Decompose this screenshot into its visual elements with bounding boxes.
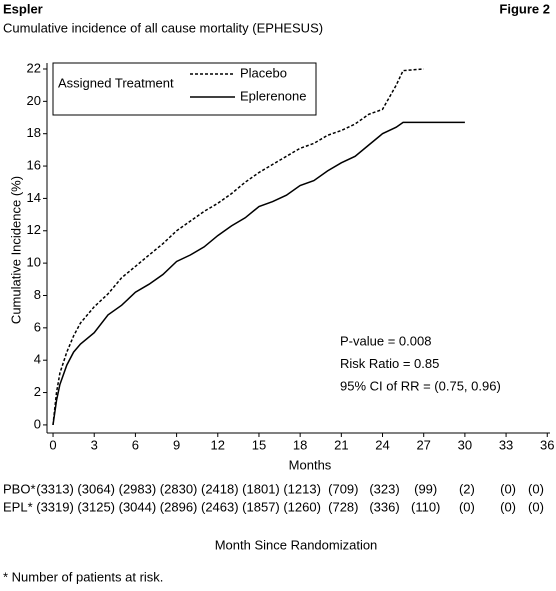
y-tick-label: 6 [34, 319, 41, 334]
x-tick-label: 15 [252, 437, 266, 452]
risk-cell: (2830) [160, 481, 198, 496]
risk-cell: (3319) [36, 499, 74, 514]
chart-title: Cumulative incidence of all cause mortal… [3, 20, 323, 35]
risk-row-label: EPL* [3, 499, 33, 514]
x-tick-label: 3 [91, 437, 98, 452]
risk-cell: (2463) [201, 499, 239, 514]
annotation: Risk Ratio = 0.85 [340, 356, 439, 371]
legend-label: Eplerenone [240, 88, 307, 103]
x-tick-label: 21 [334, 437, 348, 452]
x-tick-label: 36 [540, 437, 554, 452]
x-axis-label: Months [289, 457, 332, 472]
series-line [52, 121, 465, 426]
annotation: 95% CI of RR = (0.75, 0.96) [340, 378, 501, 393]
y-tick-label: 10 [27, 255, 41, 270]
x-tick-label: 6 [132, 437, 139, 452]
risk-cell: (728) [328, 499, 358, 514]
risk-cell: (2896) [160, 499, 198, 514]
y-tick-label: 16 [27, 157, 41, 172]
risk-cell: (1801) [242, 481, 280, 496]
risk-cell: (3125) [77, 499, 115, 514]
header: Espler [3, 1, 43, 16]
risk-cell: (0) [528, 499, 544, 514]
risk-cell: (1213) [283, 481, 321, 496]
risk-cell: (1857) [242, 499, 280, 514]
risk-cell: (110) [411, 499, 440, 514]
x-tick-label: 18 [293, 437, 307, 452]
risk-cell: (3044) [119, 499, 157, 514]
risk-cell: (0) [500, 499, 516, 514]
risk-cell: (336) [369, 499, 399, 514]
legend-label: Placebo [240, 65, 287, 80]
y-tick-label: 22 [27, 60, 41, 75]
y-tick-label: 4 [34, 352, 41, 367]
figure-label: Figure 2 [499, 1, 550, 16]
y-tick-label: 0 [34, 416, 41, 431]
risk-cell: (2418) [201, 481, 239, 496]
annotation: P-value = 0.008 [340, 333, 431, 348]
legend-title: Assigned Treatment [58, 75, 174, 90]
risk-cell: (1260) [283, 499, 321, 514]
risk-cell: (3313) [36, 481, 74, 496]
x-tick-label: 0 [49, 437, 56, 452]
risk-cell: (0) [459, 499, 475, 514]
risk-cell: (2) [459, 481, 475, 496]
risk-table-title: Month Since Randomization [215, 537, 378, 552]
y-tick-label: 18 [27, 125, 41, 140]
risk-cell: (3064) [77, 481, 115, 496]
x-tick-label: 24 [375, 437, 389, 452]
x-tick-label: 33 [499, 437, 513, 452]
y-tick-label: 12 [27, 222, 41, 237]
y-tick-label: 2 [34, 384, 41, 399]
y-tick-label: 20 [27, 93, 41, 108]
x-tick-label: 27 [416, 437, 430, 452]
x-tick-label: 12 [211, 437, 225, 452]
risk-cell: (99) [414, 481, 437, 496]
y-tick-label: 8 [34, 287, 41, 302]
y-axis-label: Cumulative Incidence (%) [8, 176, 23, 324]
risk-cell: (2983) [119, 481, 157, 496]
series-line [52, 68, 424, 425]
legend-box [52, 62, 317, 116]
x-tick-label: 9 [173, 437, 180, 452]
risk-cell: (0) [528, 481, 544, 496]
x-tick-label: 30 [458, 437, 472, 452]
footnote: * Number of patients at risk. [3, 569, 163, 584]
risk-row-label: PBO* [3, 481, 36, 496]
risk-cell: (323) [369, 481, 399, 496]
risk-cell: (709) [328, 481, 358, 496]
y-tick-label: 14 [27, 190, 41, 205]
risk-cell: (0) [500, 481, 516, 496]
